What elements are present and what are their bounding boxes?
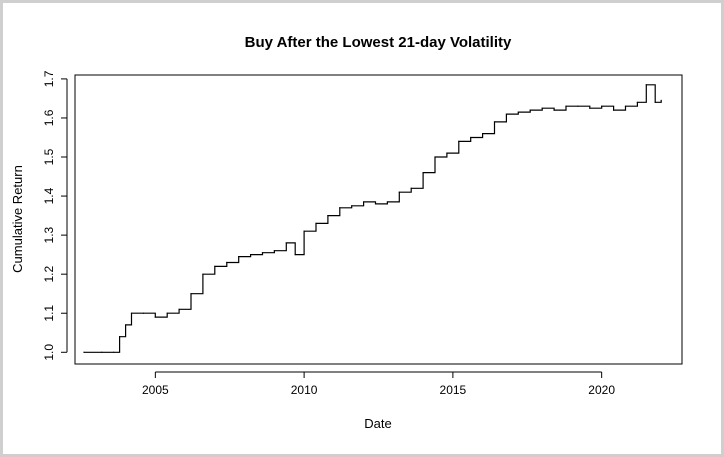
x-tick-label: 2015	[440, 383, 467, 397]
data-point	[214, 265, 216, 267]
data-point	[339, 207, 341, 209]
data-point	[83, 351, 85, 353]
series-group	[83, 84, 662, 353]
data-point	[273, 250, 275, 252]
y-tick-label: 1.0	[42, 344, 56, 361]
data-point	[577, 105, 579, 107]
data-point	[374, 203, 377, 205]
data-point	[482, 132, 484, 135]
data-point	[101, 351, 103, 353]
data-point	[565, 105, 567, 107]
data-point	[493, 121, 496, 123]
data-point	[645, 84, 647, 86]
data-point	[458, 140, 460, 142]
data-point	[386, 201, 389, 203]
x-tick-label: 2020	[588, 383, 615, 397]
data-point	[398, 191, 400, 193]
data-point	[226, 261, 228, 264]
data-point	[529, 109, 531, 111]
data-point	[410, 187, 412, 189]
data-point	[601, 105, 603, 107]
data-point	[470, 136, 472, 139]
chart-title: Buy After the Lowest 21-day Volatility	[245, 34, 512, 51]
data-point	[294, 254, 296, 256]
data-point	[113, 351, 115, 353]
data-point	[505, 113, 508, 115]
data-point	[541, 107, 543, 109]
data-point	[249, 254, 252, 256]
data-point	[660, 99, 662, 101]
series-line	[83, 84, 662, 353]
x-tick-label: 2005	[142, 383, 169, 397]
y-tick-label: 1.3	[42, 226, 56, 243]
data-point	[130, 312, 133, 314]
x-axis-title: Date	[364, 416, 391, 431]
data-point	[327, 214, 329, 217]
data-point	[315, 222, 317, 225]
y-tick-label: 1.7	[42, 70, 56, 87]
data-point	[351, 205, 353, 207]
data-point	[261, 252, 264, 254]
data-point	[142, 312, 145, 314]
y-tick-label: 1.6	[42, 109, 56, 126]
data-point	[285, 242, 287, 244]
data-point	[446, 152, 448, 154]
data-point	[654, 101, 656, 103]
data-point	[238, 256, 240, 258]
data-point	[124, 324, 127, 326]
x-axis: 2005 2010 2015 2020	[142, 371, 615, 397]
data-point	[190, 293, 192, 295]
data-point	[624, 105, 627, 107]
data-point	[553, 109, 555, 111]
data-point	[119, 336, 121, 338]
y-tick-label: 1.4	[42, 187, 56, 204]
y-tick-label: 1.1	[42, 305, 56, 322]
y-axis: 1.0 1.1 1.2 1.3 1.4 1.5 1.6 1.7	[42, 70, 68, 361]
data-point	[612, 109, 615, 111]
y-axis-title: Cumulative Return	[10, 165, 25, 273]
data-point	[154, 316, 156, 318]
data-point	[303, 230, 305, 232]
data-point	[636, 101, 638, 103]
data-point	[202, 273, 204, 275]
y-tick-label: 1.5	[42, 148, 56, 165]
plot-box	[74, 74, 683, 365]
data-point	[363, 201, 365, 203]
data-point	[589, 107, 591, 109]
data-point	[434, 156, 436, 158]
data-point	[178, 308, 180, 310]
y-tick-label: 1.2	[42, 266, 56, 283]
data-point	[422, 172, 424, 174]
x-tick-label: 2010	[291, 383, 318, 397]
data-point	[166, 312, 168, 314]
data-point	[517, 111, 519, 113]
